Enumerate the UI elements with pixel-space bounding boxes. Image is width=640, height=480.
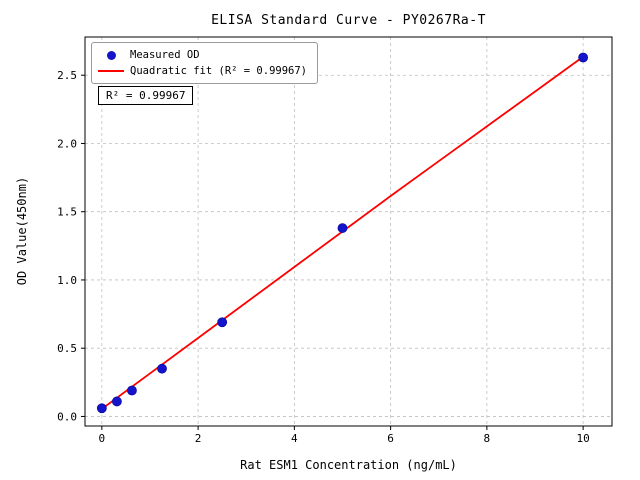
y-tick-label: 0.0 (57, 410, 77, 423)
data-point (112, 396, 122, 407)
line-marker-swatch (98, 70, 124, 72)
legend-item-quadratic-fit: Quadratic fit (R² = 0.99967) (98, 63, 307, 79)
r-squared-annotation: R² = 0.99967 (98, 86, 194, 105)
x-tick-label: 6 (387, 432, 394, 445)
legend: Measured OD Quadratic fit (R² = 0.99967) (91, 42, 319, 84)
x-tick-label: 2 (195, 432, 202, 445)
data-point (337, 223, 348, 233)
red-line-icon (98, 70, 124, 72)
x-tick-label: 4 (291, 432, 298, 445)
data-point (217, 317, 228, 328)
plot-border (84, 36, 613, 427)
data-point (127, 385, 137, 396)
legend-label: Quadratic fit (R² = 0.99967) (130, 65, 308, 77)
x-tick-label: 0 (99, 432, 106, 445)
x-tick-label: 8 (484, 432, 491, 445)
x-tick-label: 10 (576, 432, 589, 445)
data-point (578, 52, 589, 63)
data-point (157, 363, 167, 374)
x-axis-label: Rat ESM1 Concentration (ng/mL) (240, 458, 457, 472)
legend-label: Measured OD (130, 49, 200, 61)
blue-dot-icon (106, 50, 116, 60)
y-tick-label: 2.0 (57, 137, 77, 150)
y-axis-label: OD Value(450nm) (15, 176, 29, 286)
scatter-marker-swatch (98, 50, 124, 60)
y-tick-label: 1.5 (57, 206, 77, 219)
y-tick-label: 1.0 (57, 274, 77, 287)
chart-title: ELISA Standard Curve - PY0267Ra-T (211, 13, 486, 28)
y-tick-label: 0.5 (57, 342, 77, 355)
y-tick-label: 2.5 (57, 69, 77, 82)
data-point (96, 403, 107, 414)
legend-item-measured-od: Measured OD (98, 47, 307, 63)
